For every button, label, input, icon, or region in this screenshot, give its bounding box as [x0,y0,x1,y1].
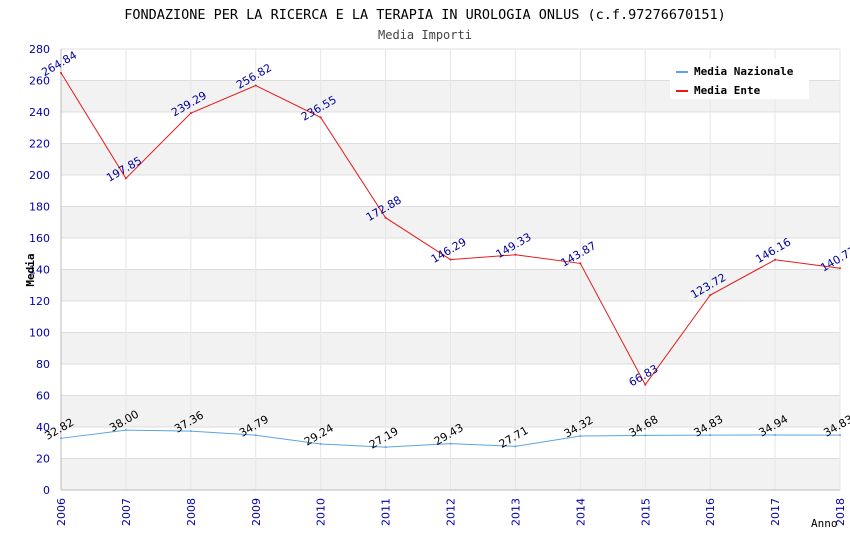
x-tick-label: 2007 [120,498,133,526]
data-point-media-ente [254,84,257,87]
data-point-media-nazionale [254,434,257,437]
x-tick-label: 2015 [639,498,652,526]
data-point-media-ente [189,112,192,115]
data-point-media-nazionale [189,430,192,433]
chart-title: FONDAZIONE PER LA RICERCA E LA TERAPIA I… [124,7,725,23]
data-point-media-ente [514,253,517,256]
y-tick-label: 240 [29,106,50,119]
x-tick-label: 2014 [574,498,587,526]
y-tick-label: 280 [29,43,50,56]
data-point-media-ente [644,383,647,386]
data-point-media-nazionale [124,429,127,432]
data-point-media-ente [449,258,452,261]
x-tick-label: 2009 [250,498,263,526]
y-tick-label: 140 [29,264,50,277]
x-tick-label: 2008 [185,498,198,526]
gridlines [60,48,841,491]
series-layer [60,71,841,449]
data-point-media-nazionale [644,434,647,437]
y-tick-label: 120 [29,295,50,308]
y-tick-label: 80 [36,358,50,371]
x-tick-label: 2006 [55,498,68,526]
x-tick-label: 2013 [509,498,522,526]
y-tick-label: 220 [29,138,50,151]
y-tick-label: 40 [36,421,50,434]
legend: Media Nazionale Media Ente [670,59,809,99]
chart-subtitle: Media Importi [378,28,472,42]
data-point-media-nazionale [709,434,712,437]
x-tick-label: 2012 [445,498,458,526]
y-tick-label: 180 [29,201,50,214]
x-axis-title: Anno [811,517,838,530]
data-point-media-ente [60,71,62,74]
y-tick-label: 0 [43,484,50,497]
x-tick-label: 2010 [315,498,328,526]
data-point-media-ente [709,294,712,297]
data-point-media-nazionale [514,445,517,448]
data-point-media-nazionale [449,442,452,445]
y-tick-label: 200 [29,169,50,182]
data-point-media-nazionale [384,446,387,449]
data-point-media-ente [579,262,582,265]
data-point-media-nazionale [60,437,62,440]
y-tick-label: 20 [36,453,50,466]
y-tick-label: 160 [29,232,50,245]
x-tick-label: 2017 [769,498,782,526]
y-axis-title: Media [24,253,37,286]
legend-box [670,59,809,99]
x-tick-label: 2018 [834,498,847,526]
data-point-media-ente [839,267,841,270]
legend-label-media-nazionale: Media Nazionale [694,65,794,78]
data-point-media-nazionale [774,433,777,436]
data-point-media-nazionale [579,434,582,437]
data-point-media-nazionale [839,434,841,437]
y-tick-label: 100 [29,327,50,340]
data-point-media-ente [319,116,322,119]
data-point-media-ente [124,177,127,180]
axes [60,49,840,491]
legend-label-media-ente: Media Ente [694,84,761,97]
data-point-media-ente [774,258,777,261]
x-tick-label: 2016 [704,498,717,526]
y-axis-tick-labels: 0 20 40 60 80 100 120 140 160 180 200 220 240 260 280 [29,43,50,497]
data-point-media-ente [384,216,387,219]
y-tick-label: 60 [36,390,50,403]
data-point-media-nazionale [319,442,322,445]
x-tick-label: 2011 [380,498,393,526]
x-axis-tick-labels: 2006 2007 2008 2009 2010 2011 2012 2013 2014 2015… [55,498,847,526]
y-tick-label: 260 [29,75,50,88]
